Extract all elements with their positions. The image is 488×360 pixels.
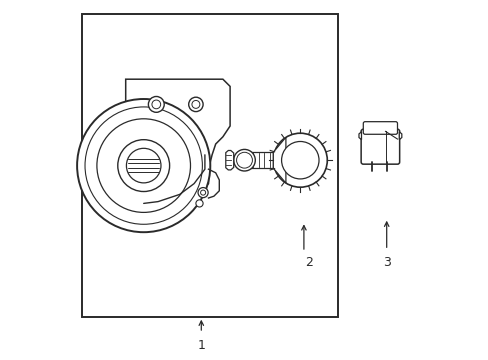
Polygon shape: [273, 137, 285, 183]
Circle shape: [198, 188, 208, 198]
Circle shape: [126, 148, 161, 183]
Polygon shape: [399, 132, 401, 140]
Bar: [244, 152, 273, 168]
Circle shape: [236, 152, 252, 168]
Circle shape: [200, 190, 205, 195]
Circle shape: [118, 140, 169, 192]
Bar: [82, 14, 337, 317]
Polygon shape: [125, 79, 230, 205]
FancyBboxPatch shape: [363, 122, 397, 134]
Circle shape: [281, 141, 318, 179]
Circle shape: [152, 100, 161, 109]
Circle shape: [97, 119, 190, 212]
FancyBboxPatch shape: [361, 129, 399, 164]
Text: 3: 3: [382, 256, 390, 269]
Circle shape: [77, 99, 210, 232]
Circle shape: [85, 107, 202, 224]
Circle shape: [196, 200, 203, 207]
Circle shape: [188, 97, 203, 112]
Circle shape: [192, 100, 200, 108]
Polygon shape: [358, 132, 361, 140]
Text: 2: 2: [305, 256, 313, 269]
Circle shape: [148, 96, 164, 112]
Circle shape: [233, 149, 255, 171]
Circle shape: [273, 133, 326, 187]
Polygon shape: [225, 150, 233, 170]
Text: 1: 1: [197, 339, 205, 352]
